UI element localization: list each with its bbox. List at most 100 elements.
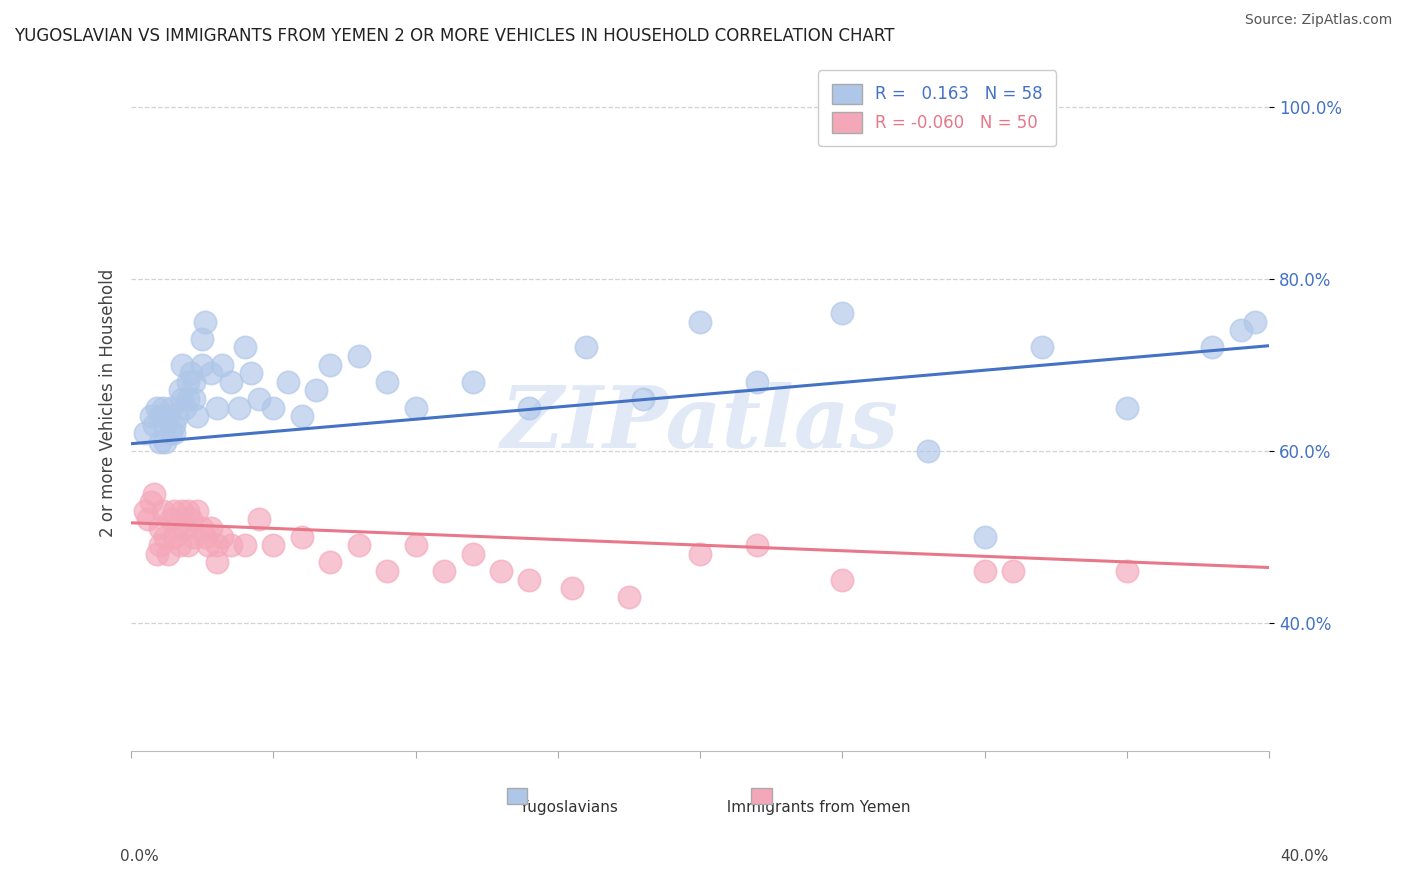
Point xyxy=(163,426,186,441)
Text: ZIPatlas: ZIPatlas xyxy=(501,383,900,466)
Point xyxy=(177,375,200,389)
Point xyxy=(191,332,214,346)
Point xyxy=(233,538,256,552)
Point xyxy=(180,366,202,380)
Point xyxy=(347,349,370,363)
Point xyxy=(973,564,995,578)
Point xyxy=(247,512,270,526)
Point xyxy=(291,530,314,544)
Point xyxy=(228,401,250,415)
Point xyxy=(149,435,172,450)
Point xyxy=(163,504,186,518)
Point xyxy=(917,443,939,458)
Point xyxy=(405,538,427,552)
Point xyxy=(561,581,583,595)
Point xyxy=(519,401,541,415)
Point xyxy=(172,504,194,518)
Point xyxy=(177,538,200,552)
Point xyxy=(146,547,169,561)
Point xyxy=(146,401,169,415)
Point xyxy=(831,306,853,320)
Point xyxy=(745,375,768,389)
Point xyxy=(1002,564,1025,578)
Point xyxy=(197,538,219,552)
Text: 0.0%: 0.0% xyxy=(120,849,159,863)
Point xyxy=(200,366,222,380)
Point xyxy=(177,504,200,518)
Point xyxy=(172,392,194,406)
Point xyxy=(211,358,233,372)
Point xyxy=(180,512,202,526)
Point xyxy=(152,401,174,415)
Point xyxy=(405,401,427,415)
Point xyxy=(211,530,233,544)
Point xyxy=(200,521,222,535)
Point xyxy=(149,538,172,552)
Point xyxy=(205,538,228,552)
Point xyxy=(745,538,768,552)
Point xyxy=(169,384,191,398)
Point xyxy=(1229,323,1251,337)
Point xyxy=(155,530,177,544)
Point xyxy=(174,401,197,415)
Point xyxy=(375,375,398,389)
Point xyxy=(319,358,342,372)
Point xyxy=(141,495,163,509)
Point xyxy=(433,564,456,578)
Point xyxy=(157,409,180,424)
Point xyxy=(149,409,172,424)
Point xyxy=(136,512,159,526)
Point xyxy=(152,504,174,518)
Point xyxy=(134,426,156,441)
Point xyxy=(461,547,484,561)
Point xyxy=(160,401,183,415)
Text: Source: ZipAtlas.com: Source: ZipAtlas.com xyxy=(1244,13,1392,28)
Point xyxy=(239,366,262,380)
Point xyxy=(831,573,853,587)
Point xyxy=(177,392,200,406)
Point xyxy=(489,564,512,578)
Text: Yugoslavians: Yugoslavians xyxy=(510,800,617,815)
Point xyxy=(263,401,285,415)
Point xyxy=(461,375,484,389)
Point xyxy=(263,538,285,552)
Point xyxy=(633,392,655,406)
Point xyxy=(166,521,188,535)
Point xyxy=(143,486,166,500)
Point xyxy=(160,512,183,526)
Point xyxy=(186,504,208,518)
Point xyxy=(194,530,217,544)
Point xyxy=(163,417,186,432)
Point xyxy=(183,375,205,389)
Point xyxy=(617,590,640,604)
Point xyxy=(233,340,256,354)
Point xyxy=(169,538,191,552)
Point xyxy=(247,392,270,406)
Legend: R =   0.163   N = 58, R = -0.060   N = 50: R = 0.163 N = 58, R = -0.060 N = 50 xyxy=(818,70,1056,146)
Point xyxy=(219,375,242,389)
FancyBboxPatch shape xyxy=(751,789,772,804)
Point xyxy=(689,315,711,329)
Point xyxy=(375,564,398,578)
Point xyxy=(155,435,177,450)
Point xyxy=(519,573,541,587)
Point xyxy=(134,504,156,518)
Text: Immigrants from Yemen: Immigrants from Yemen xyxy=(717,800,911,815)
Point xyxy=(166,409,188,424)
Point xyxy=(155,417,177,432)
Point xyxy=(205,401,228,415)
Text: YUGOSLAVIAN VS IMMIGRANTS FROM YEMEN 2 OR MORE VEHICLES IN HOUSEHOLD CORRELATION: YUGOSLAVIAN VS IMMIGRANTS FROM YEMEN 2 O… xyxy=(14,27,894,45)
Point xyxy=(174,521,197,535)
Point xyxy=(160,426,183,441)
Point xyxy=(319,555,342,569)
Point xyxy=(1115,401,1137,415)
Point xyxy=(186,409,208,424)
Point xyxy=(305,384,328,398)
Point xyxy=(1115,564,1137,578)
Point xyxy=(191,521,214,535)
Y-axis label: 2 or more Vehicles in Household: 2 or more Vehicles in Household xyxy=(100,269,117,538)
Point xyxy=(1031,340,1053,354)
Point xyxy=(689,547,711,561)
Point xyxy=(973,530,995,544)
Point xyxy=(347,538,370,552)
